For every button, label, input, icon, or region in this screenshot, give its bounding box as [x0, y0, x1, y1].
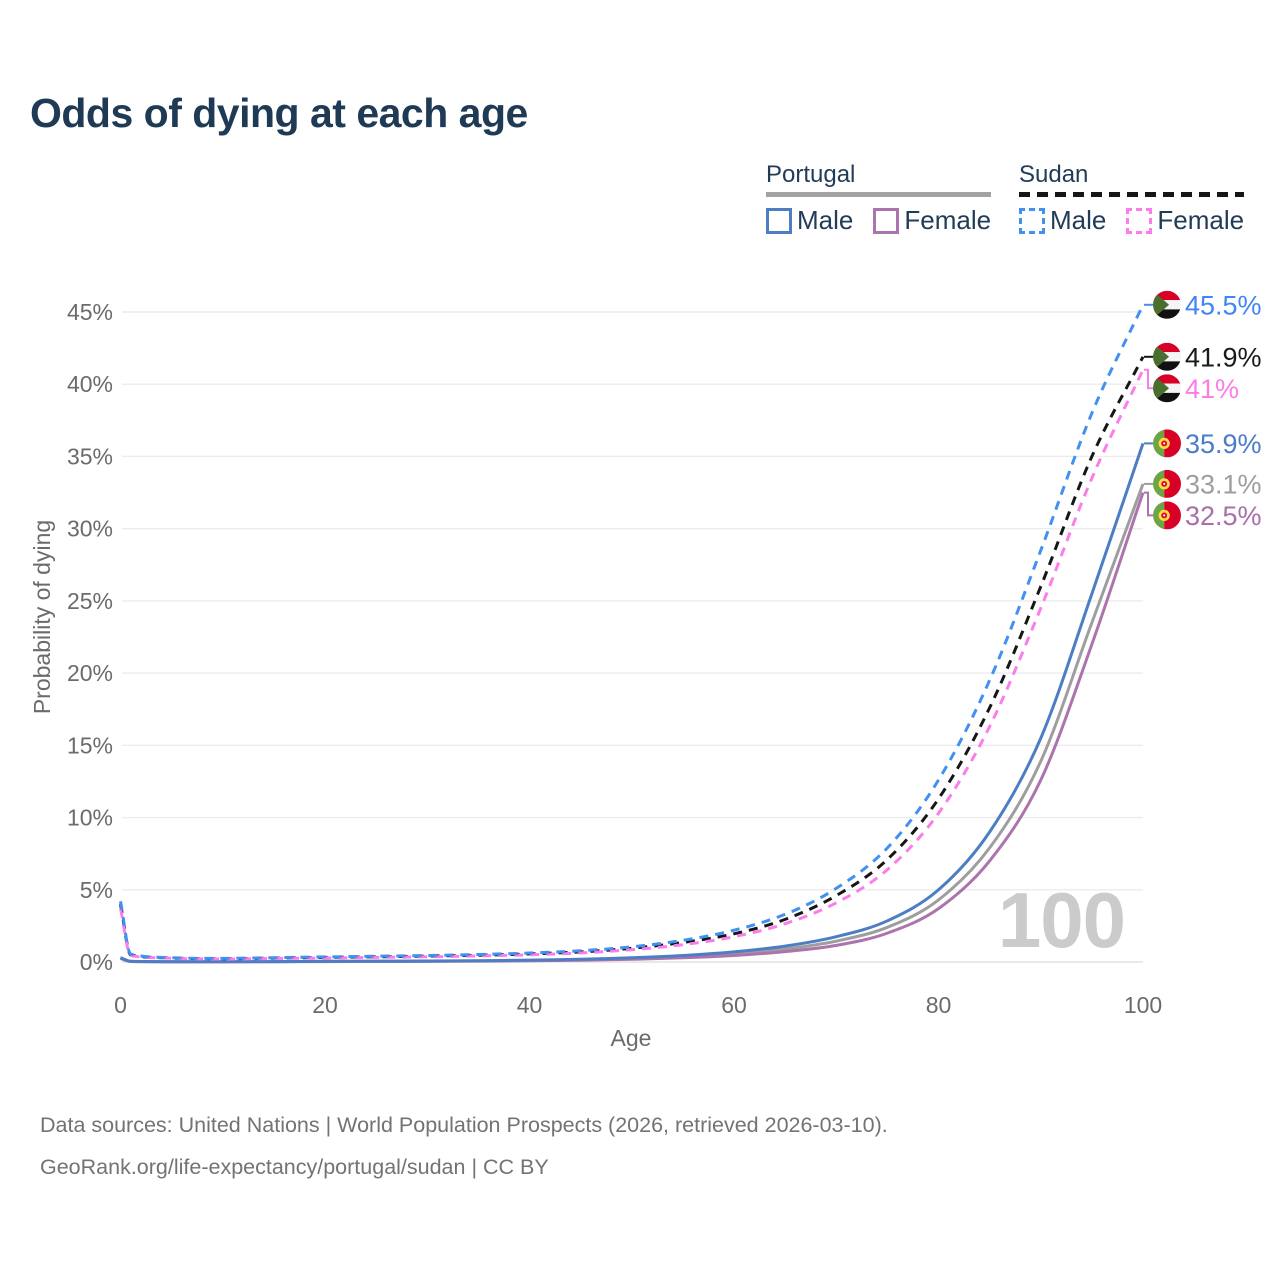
series-lines — [119, 304, 1145, 964]
flag-icon-sudan — [1153, 290, 1181, 319]
x-tick-label: 40 — [517, 992, 543, 1018]
end-label-sudan-male: 45.5% — [1185, 290, 1262, 320]
legend-group-sudan-title: Sudan — [1019, 161, 1089, 188]
portugal-total-line-swatch — [766, 192, 992, 197]
legend-item-portugal-female[interactable]: Female — [873, 205, 991, 236]
y-tick-label: 10% — [67, 805, 113, 831]
x-tick-label: 20 — [312, 992, 338, 1018]
portugal-male-swatch-icon — [766, 207, 792, 234]
gridlines — [122, 311, 1143, 963]
legend-item-portugal-male-label: Male — [797, 205, 854, 235]
axis-tick-labels: 0% 5% 10% 15% 20% 25% 30% 35% 40% 45% 0 20 40 60 80 100 — [67, 299, 1162, 1018]
y-tick-label: 45% — [67, 299, 113, 325]
y-tick-label: 0% — [80, 949, 113, 975]
y-tick-label: 15% — [67, 732, 113, 758]
end-label-sudan-total: 41.9% — [1185, 342, 1262, 372]
y-tick-label: 30% — [67, 516, 113, 542]
y-tick-label: 40% — [67, 371, 113, 397]
flag-icon-sudan — [1153, 342, 1181, 371]
footer-source-line: Data sources: United Nations | World Pop… — [40, 1113, 888, 1137]
x-axis-title: Age — [611, 1025, 652, 1051]
sudan-male-swatch-icon — [1019, 207, 1045, 234]
legend-item-portugal-male[interactable]: Male — [766, 205, 853, 236]
flag-icon-portugal — [1153, 429, 1181, 458]
legend-item-sudan-female[interactable]: Female — [1126, 205, 1244, 236]
x-tick-label: 80 — [926, 992, 952, 1018]
legend-item-sudan-female-label: Female — [1157, 205, 1245, 235]
sudan-female-swatch-icon — [1126, 207, 1153, 234]
footer: Data sources: United Nations | World Pop… — [40, 1104, 888, 1188]
flag-icon-sudan — [1153, 374, 1181, 403]
end-label-sudan-female: 41% — [1185, 374, 1239, 404]
sudan-total-line-swatch — [1019, 192, 1245, 197]
y-tick-label: 35% — [67, 443, 113, 469]
legend-group-portugal-title: Portugal — [766, 161, 856, 188]
end-label-portugal-total: 33.1% — [1185, 469, 1262, 499]
legend-group-portugal: Portugal Male Female — [766, 161, 992, 236]
line-portugal-male — [119, 442, 1145, 964]
end-label-portugal-female: 32.5% — [1185, 501, 1262, 531]
leader-portugal-female — [1144, 491, 1153, 517]
y-tick-label: 25% — [67, 588, 113, 614]
y-tick-label: 5% — [80, 877, 113, 903]
leader-sudan-female — [1144, 368, 1153, 390]
footer-attribution-line: GeoRank.org/life-expectancy/portugal/sud… — [40, 1155, 549, 1179]
line-sudan-total — [119, 356, 1145, 961]
end-label-portugal-male: 35.9% — [1185, 429, 1262, 459]
flag-icon-portugal — [1153, 469, 1181, 498]
chart-title: Odds of dying at each age — [30, 90, 528, 136]
y-tick-label: 20% — [67, 660, 113, 686]
legend-group-sudan: Sudan Male Female — [1019, 161, 1245, 236]
flag-icon-portugal — [1153, 501, 1181, 530]
legend-item-portugal-female-label: Female — [904, 205, 992, 235]
age-watermark: 100 — [998, 876, 1125, 964]
legend-item-sudan-male[interactable]: Male — [1019, 205, 1106, 236]
x-tick-label: 100 — [1124, 992, 1162, 1018]
portugal-female-swatch-icon — [873, 207, 900, 234]
line-sudan-female — [119, 369, 1145, 961]
end-value-labels: 45.5% 41.9%41% 35.9% 33.1%32.5% — [1144, 290, 1262, 531]
x-tick-label: 0 — [114, 992, 127, 1018]
y-axis-title: Probability of dying — [29, 520, 55, 714]
legend-item-sudan-male-label: Male — [1050, 205, 1107, 235]
x-tick-label: 60 — [721, 992, 747, 1018]
